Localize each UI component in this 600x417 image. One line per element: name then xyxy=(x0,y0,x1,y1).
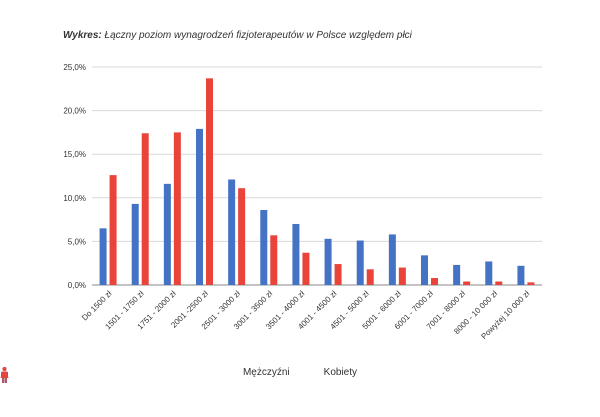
bar-women xyxy=(495,281,503,285)
bar-chart: 0,0%5,0%10,0%15,0%20,0%25,0%Do 1500 zł15… xyxy=(63,63,542,341)
bar-men xyxy=(421,255,428,285)
bar-women xyxy=(302,252,310,285)
y-tick-label: 20,0% xyxy=(63,107,86,116)
chart-title-text: Łączny poziom wynagrodzeń fizjoterapeutó… xyxy=(104,30,412,41)
bar-women xyxy=(366,269,374,285)
bar-men xyxy=(517,265,525,285)
bar-women xyxy=(109,175,117,285)
y-tick-label: 25,0% xyxy=(63,63,86,72)
bar-men xyxy=(196,128,203,285)
bar-women xyxy=(141,133,149,285)
legend: Mężczyźni Kobiety xyxy=(0,367,600,383)
bar-women xyxy=(431,278,438,285)
legend-item-men[interactable]: Mężczyźni xyxy=(1,367,290,383)
bar-women xyxy=(238,188,246,285)
bar-men xyxy=(260,210,268,285)
bar-women xyxy=(206,78,213,285)
x-category-label: Do 1500 zł xyxy=(80,289,114,323)
bar-women xyxy=(173,132,181,285)
bar-men xyxy=(99,228,107,285)
bar-men xyxy=(163,183,171,285)
bar-men xyxy=(453,264,461,285)
legend-item-women[interactable]: Kobiety xyxy=(0,367,358,383)
bar-men xyxy=(388,234,396,285)
y-tick-label: 10,0% xyxy=(63,194,86,203)
bar-women xyxy=(527,282,535,285)
y-tick-label: 15,0% xyxy=(63,150,86,159)
y-tick-label: 0,0% xyxy=(68,281,86,290)
bar-men xyxy=(324,238,332,285)
chart-title: Wykres: Łączny poziom wynagrodzeń fizjot… xyxy=(63,30,412,41)
chart-title-prefix: Wykres: xyxy=(63,30,102,41)
female-person-icon xyxy=(0,367,9,383)
bar-women xyxy=(334,264,342,285)
bar-men xyxy=(292,223,300,285)
bar-men xyxy=(485,261,493,285)
bar-women xyxy=(463,281,471,285)
legend-label-men: Mężczyźni xyxy=(242,367,290,378)
bar-men xyxy=(131,203,139,285)
bar-women xyxy=(398,267,406,285)
bar-men xyxy=(356,240,364,285)
bar-women xyxy=(270,235,278,285)
legend-label-women: Kobiety xyxy=(323,367,358,378)
y-tick-label: 5,0% xyxy=(68,237,86,246)
bar-men xyxy=(228,179,236,285)
